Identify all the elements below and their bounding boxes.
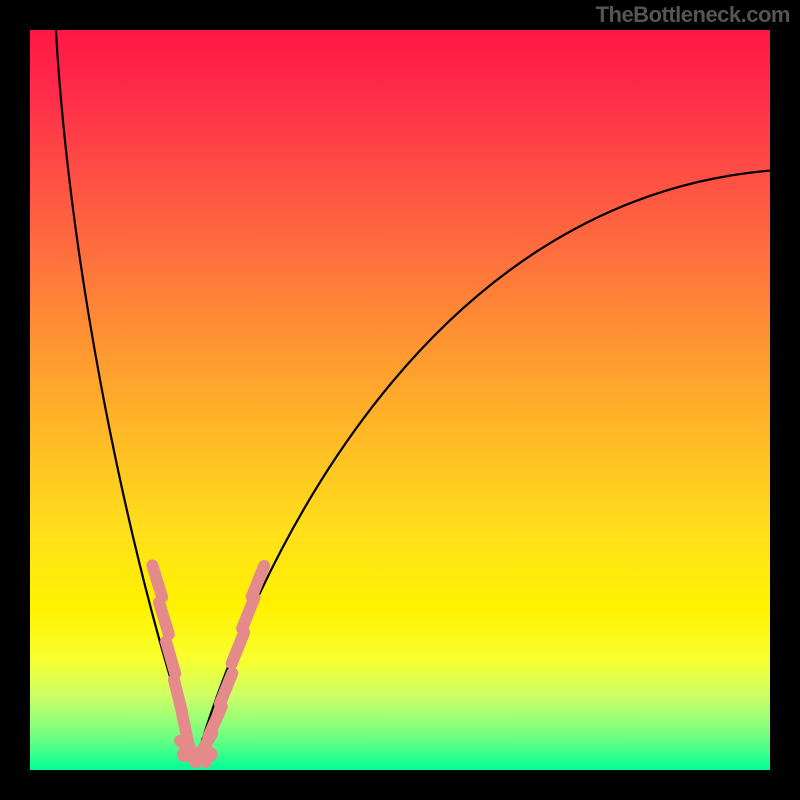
watermark-label: TheBottleneck.com [596,2,790,28]
frame-bottom [0,770,800,800]
black-frame [0,0,800,800]
frame-right [770,0,800,800]
frame-left [0,0,30,800]
chart-root: TheBottleneck.com [0,0,800,800]
